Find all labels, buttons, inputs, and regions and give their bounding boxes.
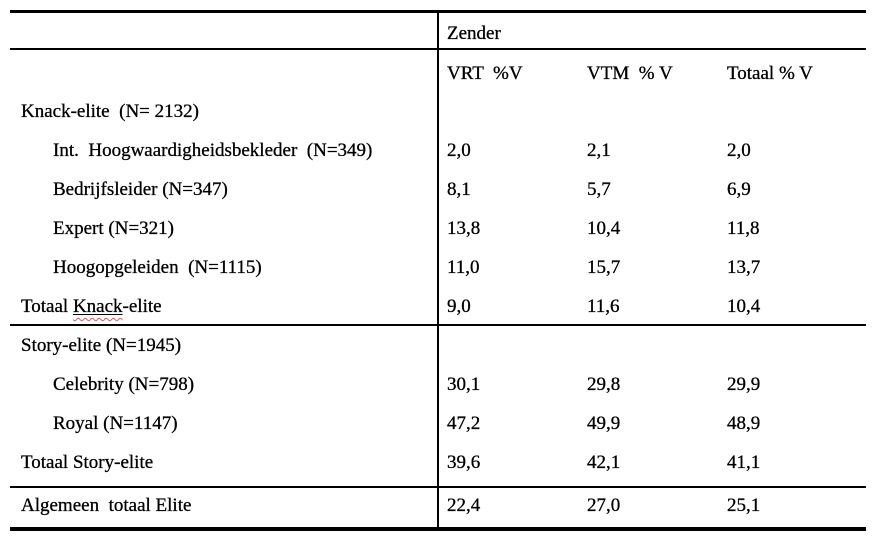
row-label: Bedrijfsleider (N=347) bbox=[53, 179, 228, 200]
cell-totaal: 48,9 bbox=[727, 413, 761, 434]
table-row-royal: Royal (N=1147) 47,2 49,9 48,9 bbox=[0, 414, 883, 442]
spellcheck-underline: Knack bbox=[73, 296, 123, 317]
cell-vrt: 9,0 bbox=[447, 296, 471, 317]
cell-totaal: 6,9 bbox=[727, 179, 751, 200]
table-bottom-border bbox=[10, 527, 866, 531]
cell-totaal: 25,1 bbox=[727, 495, 761, 516]
cell-vtm: 11,6 bbox=[587, 296, 620, 317]
column-header-vtm: VTM % V bbox=[587, 63, 673, 84]
cell-vrt: 22,4 bbox=[447, 495, 481, 516]
cell-vtm: 5,7 bbox=[587, 179, 611, 200]
row-label-prefix: Totaal bbox=[21, 296, 73, 317]
cell-vtm: 49,9 bbox=[587, 413, 621, 434]
cell-vtm: 2,1 bbox=[587, 140, 611, 161]
group-header-label: Zender bbox=[447, 23, 501, 44]
cell-vtm: 15,7 bbox=[587, 257, 621, 278]
cell-vtm: 10,4 bbox=[587, 218, 621, 239]
row-label: Int. Hoogwaardigheidsbekleder (N=349) bbox=[53, 140, 373, 161]
row-label: Knack-elite (N= 2132) bbox=[21, 101, 199, 122]
table-row-hoogopgeleiden: Hoogopgeleiden (N=1115) 11,0 15,7 13,7 bbox=[0, 258, 883, 286]
row-label: Royal (N=1147) bbox=[53, 413, 178, 434]
cell-vtm: 42,1 bbox=[587, 452, 621, 473]
table-group-header-row: Zender bbox=[0, 24, 883, 52]
cell-vrt: 47,2 bbox=[447, 413, 481, 434]
table-row-algemeen-totaal-elite: Algemeen totaal Elite 22,4 27,0 25,1 bbox=[0, 496, 883, 524]
table-row-celebrity: Celebrity (N=798) 30,1 29,8 29,9 bbox=[0, 375, 883, 403]
cell-vrt: 39,6 bbox=[447, 452, 481, 473]
column-divider-line bbox=[437, 13, 439, 527]
cell-totaal: 41,1 bbox=[727, 452, 761, 473]
cell-vrt: 8,1 bbox=[447, 179, 471, 200]
table-row-story-elite: Story-elite (N=1945) bbox=[0, 336, 883, 364]
row-label: Expert (N=321) bbox=[53, 218, 174, 239]
cell-vrt: 11,0 bbox=[447, 257, 480, 278]
row-label-suffix: -elite bbox=[122, 296, 162, 317]
cell-vtm: 27,0 bbox=[587, 495, 621, 516]
cell-totaal: 13,7 bbox=[727, 257, 761, 278]
cell-totaal: 29,9 bbox=[727, 374, 761, 395]
table-row-totaal-story-elite: Totaal Story-elite 39,6 42,1 41,1 bbox=[0, 453, 883, 481]
table-row-bedrijfsleider: Bedrijfsleider (N=347) 8,1 5,7 6,9 bbox=[0, 180, 883, 208]
cell-vrt: 2,0 bbox=[447, 140, 471, 161]
table-top-border bbox=[10, 10, 866, 13]
row-label: Hoogopgeleiden (N=1115) bbox=[53, 257, 262, 278]
table-column-header-row: VRT %V VTM % V Totaal % V bbox=[0, 64, 883, 92]
row-label-misspelled-word: Knack bbox=[72, 296, 123, 317]
column-header-vrt: VRT %V bbox=[447, 63, 523, 84]
column-header-totaal: Totaal % V bbox=[727, 63, 813, 84]
cell-totaal: 2,0 bbox=[727, 140, 751, 161]
cell-vrt: 30,1 bbox=[447, 374, 481, 395]
row-label: Totaal Story-elite bbox=[21, 452, 154, 473]
cell-totaal: 11,8 bbox=[727, 218, 760, 239]
row-label: Story-elite (N=1945) bbox=[21, 335, 182, 356]
table-row-totaal-knack-elite: Totaal Knack-elite 9,0 11,6 10,4 bbox=[0, 297, 883, 325]
row-label: Celebrity (N=798) bbox=[53, 374, 195, 395]
cell-vrt: 13,8 bbox=[447, 218, 481, 239]
cell-totaal: 10,4 bbox=[727, 296, 761, 317]
row-label: Algemeen totaal Elite bbox=[21, 495, 192, 516]
table-row-knack-elite: Knack-elite (N= 2132) bbox=[0, 102, 883, 130]
row-label: Totaal Knack-elite bbox=[21, 297, 162, 316]
table-row-int-hoogwaardigheidsbekleder: Int. Hoogwaardigheidsbekleder (N=349) 2,… bbox=[0, 141, 883, 169]
table-row-expert: Expert (N=321) 13,8 10,4 11,8 bbox=[0, 219, 883, 247]
cell-vtm: 29,8 bbox=[587, 374, 621, 395]
